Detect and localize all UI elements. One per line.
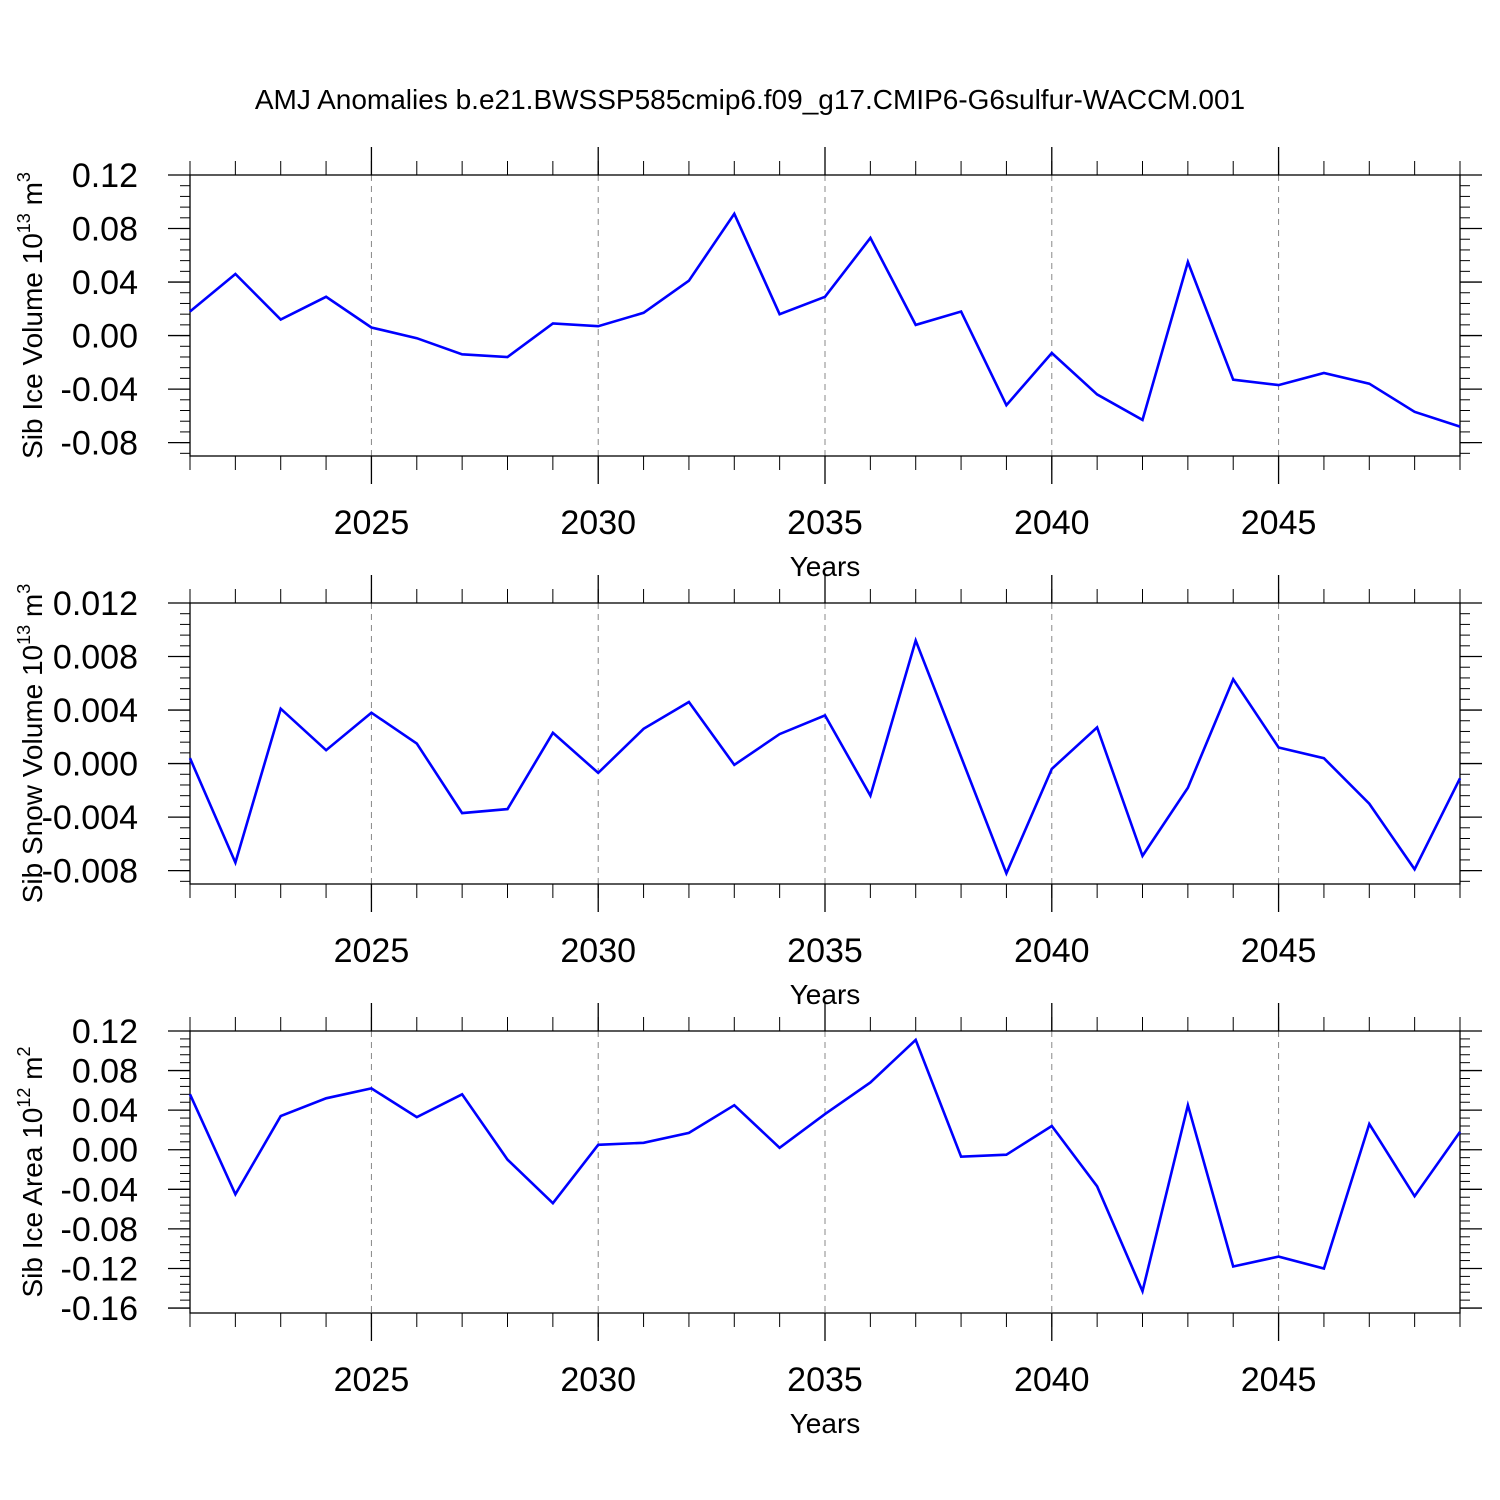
y-axis-title-text: Sib Snow Volume 10	[17, 645, 48, 903]
y-tick-label: -0.08	[61, 1211, 139, 1249]
y-tick-label: 0.08	[72, 1053, 138, 1091]
x-tick-label: 2040	[1014, 504, 1090, 542]
y-axis-title-text: Sib Ice Volume 10	[17, 233, 48, 459]
y-tick-label: 0.000	[53, 746, 138, 784]
y-axis-title-superscript: 3	[14, 172, 34, 182]
panel-1: -0.08 -0.04 0.00 0.04 0.08 0.12 2025 2030 2035 20…	[14, 147, 1482, 582]
plot-frame	[189, 602, 1461, 885]
x-tick-label: 2035	[787, 932, 863, 970]
y-tick-label: 0.00	[72, 1132, 138, 1170]
y-axis-title-superscript: 13	[14, 625, 34, 645]
y-axis-title: Sib Snow Volume 1013 m3	[14, 584, 48, 904]
y-axis-title-text: Sib Ice Area 10	[17, 1108, 48, 1298]
x-tick-label: 2045	[1241, 504, 1317, 542]
plot-frame	[189, 1030, 1461, 1314]
x-tick-label: 2025	[334, 1361, 410, 1399]
x-tick-label: 2040	[1014, 1361, 1090, 1399]
y-tick-label: 0.012	[53, 585, 138, 623]
y-axis-title-superscript: 12	[14, 1088, 34, 1108]
x-tick-label: 2045	[1241, 932, 1317, 970]
y-axis-title-text: m	[17, 182, 48, 213]
y-tick-label: -0.004	[42, 799, 138, 837]
y-tick-label: -0.008	[42, 853, 138, 891]
y-tick-label: -0.04	[61, 1171, 139, 1209]
x-tick-label: 2025	[334, 504, 410, 542]
y-axis-title-text: m	[17, 594, 48, 625]
y-tick-label: -0.08	[61, 425, 139, 463]
y-axis-title-superscript: 13	[14, 213, 34, 233]
y-axis-title-text: m	[17, 1056, 48, 1087]
y-tick-label: 0.08	[72, 211, 138, 249]
y-tick-label: -0.04	[61, 371, 139, 409]
x-axis-title: Years	[790, 1408, 861, 1439]
y-axis-title-superscript: 3	[14, 584, 34, 594]
y-tick-label: 0.04	[72, 1092, 138, 1130]
y-tick-label: 0.004	[53, 692, 138, 730]
y-tick-label: 0.12	[72, 1013, 138, 1051]
x-tick-label: 2030	[560, 932, 636, 970]
y-tick-label: -0.16	[61, 1290, 139, 1328]
y-tick-label: 0.12	[72, 157, 138, 195]
figure-title: AMJ Anomalies b.e21.BWSSP585cmip6.f09_g1…	[254, 84, 1246, 115]
x-tick-label: 2035	[787, 1361, 863, 1399]
x-tick-label: 2040	[1014, 932, 1090, 970]
panel-3: -0.16-0.12-0.08-0.040.000.040.080.12 2025…	[14, 1003, 1482, 1439]
x-tick-label: 2030	[560, 1361, 636, 1399]
panel-2: -0.008 -0.004 0.000 0.004 0.008 0.012 2025 2030…	[14, 575, 1482, 1010]
y-axis-title-superscript: 2	[14, 1046, 34, 1056]
x-tick-label: 2035	[787, 504, 863, 542]
y-axis-title: Sib Ice Volume 1013 m3	[14, 172, 48, 459]
y-axis-title: Sib Ice Area 1012 m2	[14, 1046, 48, 1297]
x-tick-label: 2025	[334, 932, 410, 970]
y-tick-label: 0.04	[72, 264, 138, 302]
plot-frame	[189, 174, 1461, 457]
y-tick-label: -0.12	[61, 1250, 139, 1288]
y-tick-label: 0.00	[72, 318, 138, 356]
x-tick-label: 2030	[560, 504, 636, 542]
y-tick-label: 0.008	[53, 639, 138, 677]
x-tick-label: 2045	[1241, 1361, 1317, 1399]
